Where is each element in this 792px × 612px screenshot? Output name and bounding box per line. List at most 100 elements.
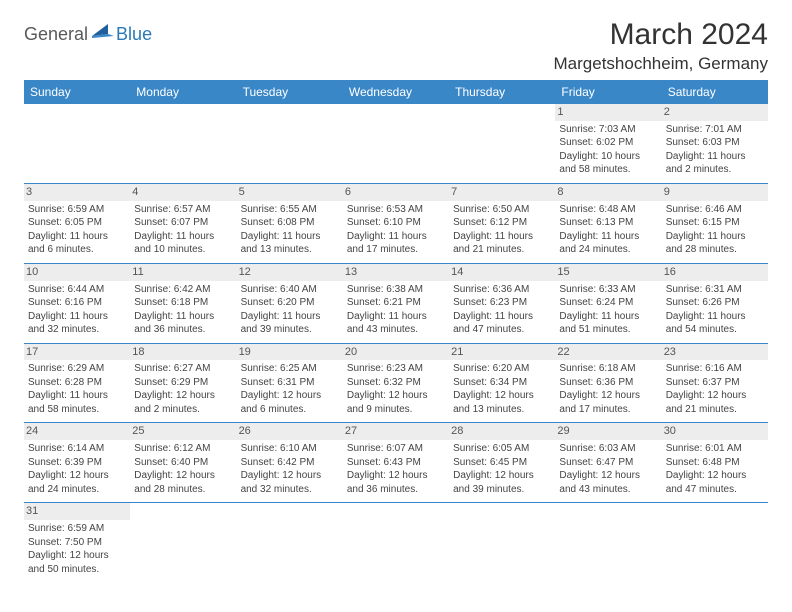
day-detail-line: Sunset: 6:42 PM: [241, 456, 339, 470]
day-detail-line: Daylight: 11 hours: [453, 230, 551, 244]
day-number: 26: [237, 423, 343, 440]
day-cell: 9Sunrise: 6:46 AMSunset: 6:15 PMDaylight…: [662, 183, 768, 263]
day-detail-line: Daylight: 11 hours: [666, 150, 764, 164]
day-detail-line: and 10 minutes.: [134, 243, 232, 257]
location: Margetshochheim, Germany: [554, 54, 768, 74]
day-detail-line: and 17 minutes.: [559, 403, 657, 417]
day-detail-line: Daylight: 12 hours: [453, 389, 551, 403]
day-number: 24: [24, 423, 130, 440]
day-detail-line: Daylight: 11 hours: [241, 230, 339, 244]
day-detail-line: and 2 minutes.: [666, 163, 764, 177]
day-detail-line: and 58 minutes.: [559, 163, 657, 177]
day-number: 22: [555, 344, 661, 361]
day-cell: 24Sunrise: 6:14 AMSunset: 6:39 PMDayligh…: [24, 423, 130, 503]
day-cell: 18Sunrise: 6:27 AMSunset: 6:29 PMDayligh…: [130, 343, 236, 423]
day-cell: 30Sunrise: 6:01 AMSunset: 6:48 PMDayligh…: [662, 423, 768, 503]
day-detail-line: Sunrise: 6:33 AM: [559, 283, 657, 297]
day-number: 18: [130, 344, 236, 361]
day-number: 29: [555, 423, 661, 440]
day-cell: [237, 104, 343, 183]
day-detail-line: Sunset: 6:10 PM: [347, 216, 445, 230]
day-detail-line: Sunrise: 6:29 AM: [28, 362, 126, 376]
day-cell: 8Sunrise: 6:48 AMSunset: 6:13 PMDaylight…: [555, 183, 661, 263]
day-detail-line: Sunrise: 6:50 AM: [453, 203, 551, 217]
day-detail-line: Daylight: 11 hours: [347, 230, 445, 244]
day-detail-line: Sunset: 6:03 PM: [666, 136, 764, 150]
week-row: 31Sunrise: 6:59 AMSunset: 7:50 PMDayligh…: [24, 503, 768, 582]
day-cell: 28 Sunrise: 6:05 AMSunset: 6:45 PMDayligh…: [449, 423, 555, 503]
day-detail-line: Sunset: 6:34 PM: [453, 376, 551, 390]
day-number: 25: [130, 423, 236, 440]
day-detail-line: and 51 minutes.: [559, 323, 657, 337]
day-number: 17: [24, 344, 130, 361]
day-number: 2: [662, 104, 768, 121]
day-detail-line: and 24 minutes.: [28, 483, 126, 497]
logo-text-blue: Blue: [116, 24, 152, 45]
day-detail-line: Sunrise: 6:59 AM: [28, 522, 126, 536]
day-detail-line: and 39 minutes.: [241, 323, 339, 337]
day-cell: [662, 503, 768, 582]
day-cell: 23Sunrise: 6:16 AMSunset: 6:37 PMDayligh…: [662, 343, 768, 423]
day-detail-line: and 9 minutes.: [347, 403, 445, 417]
day-detail-line: Sunset: 6:05 PM: [28, 216, 126, 230]
day-detail-line: and 43 minutes.: [347, 323, 445, 337]
title-block: March 2024 Margetshochheim, Germany: [554, 18, 768, 74]
day-cell: 29Sunrise: 6:03 AMSunset: 6:47 PMDayligh…: [555, 423, 661, 503]
day-cell: 15Sunrise: 6:33 AMSunset: 6:24 PMDayligh…: [555, 263, 661, 343]
day-detail-line: Daylight: 12 hours: [666, 389, 764, 403]
day-number: 28: [449, 423, 555, 440]
day-cell: 11Sunrise: 6:42 AMSunset: 6:18 PMDayligh…: [130, 263, 236, 343]
day-detail-line: Daylight: 11 hours: [559, 310, 657, 324]
day-detail-line: Sunset: 7:50 PM: [28, 536, 126, 550]
day-detail-line: Sunset: 6:29 PM: [134, 376, 232, 390]
day-detail-line: Sunset: 6:45 PM: [453, 456, 551, 470]
day-detail-line: Sunrise: 6:40 AM: [241, 283, 339, 297]
day-number: [24, 104, 130, 121]
day-number: 23: [662, 344, 768, 361]
day-detail-line: Sunset: 6:02 PM: [559, 136, 657, 150]
day-cell: 27Sunrise: 6:07 AMSunset: 6:43 PMDayligh…: [343, 423, 449, 503]
day-detail-line: Sunrise: 6:05 AM: [453, 442, 551, 456]
day-detail-line: Daylight: 11 hours: [666, 310, 764, 324]
day-number: 16: [662, 264, 768, 281]
day-detail-line: and 17 minutes.: [347, 243, 445, 257]
day-cell: 2 Sunrise: 7:01 AMSunset: 6:03 PMDaylight…: [662, 104, 768, 183]
day-cell: 4Sunrise: 6:57 AMSunset: 6:07 PMDaylight…: [130, 183, 236, 263]
day-detail-line: Sunrise: 6:03 AM: [559, 442, 657, 456]
day-detail-line: Daylight: 12 hours: [241, 469, 339, 483]
day-detail-line: Daylight: 11 hours: [134, 230, 232, 244]
day-detail-line: Daylight: 12 hours: [28, 549, 126, 563]
day-number: [237, 104, 343, 121]
day-detail-line: and 54 minutes.: [666, 323, 764, 337]
day-header: Thursday: [449, 80, 555, 104]
day-detail-line: Sunset: 6:15 PM: [666, 216, 764, 230]
day-number: [130, 104, 236, 121]
day-detail-line: Daylight: 12 hours: [347, 389, 445, 403]
day-detail-line: Sunrise: 7:01 AM: [666, 123, 764, 137]
day-detail-line: and 13 minutes.: [453, 403, 551, 417]
day-number: 6: [343, 184, 449, 201]
day-header: Monday: [130, 80, 236, 104]
day-detail-line: Daylight: 12 hours: [453, 469, 551, 483]
day-detail-line: Sunset: 6:13 PM: [559, 216, 657, 230]
day-cell: 5Sunrise: 6:55 AMSunset: 6:08 PMDaylight…: [237, 183, 343, 263]
day-detail-line: and 36 minutes.: [347, 483, 445, 497]
day-cell: 13Sunrise: 6:38 AMSunset: 6:21 PMDayligh…: [343, 263, 449, 343]
day-header: Friday: [555, 80, 661, 104]
day-detail-line: Daylight: 11 hours: [347, 310, 445, 324]
day-number: [343, 503, 449, 520]
day-detail-line: Daylight: 11 hours: [559, 230, 657, 244]
day-header: Wednesday: [343, 80, 449, 104]
day-detail-line: Sunset: 6:23 PM: [453, 296, 551, 310]
day-number: 7: [449, 184, 555, 201]
day-cell: 25Sunrise: 6:12 AMSunset: 6:40 PMDayligh…: [130, 423, 236, 503]
day-detail-line: Sunrise: 6:44 AM: [28, 283, 126, 297]
calendar-table: SundayMondayTuesdayWednesdayThursdayFrid…: [24, 80, 768, 582]
day-cell: [343, 503, 449, 582]
day-detail-line: Sunset: 6:16 PM: [28, 296, 126, 310]
day-detail-line: Sunrise: 6:46 AM: [666, 203, 764, 217]
day-detail-line: Sunset: 6:07 PM: [134, 216, 232, 230]
day-number: [555, 503, 661, 520]
day-number: 15: [555, 264, 661, 281]
day-detail-line: Sunset: 6:39 PM: [28, 456, 126, 470]
